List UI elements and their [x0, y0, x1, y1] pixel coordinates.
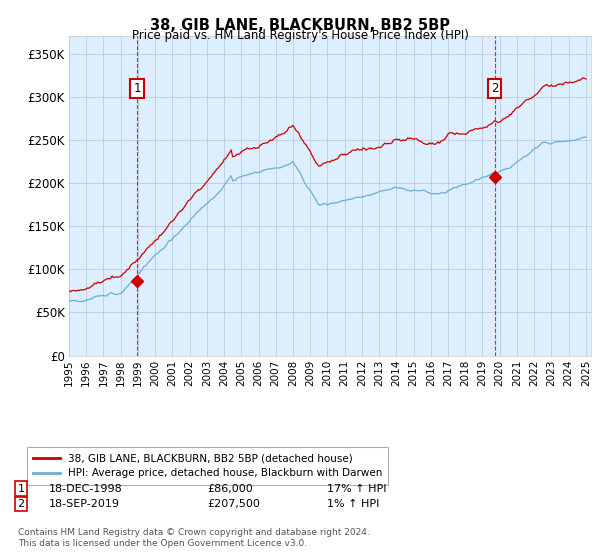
Legend: 38, GIB LANE, BLACKBURN, BB2 5BP (detached house), HPI: Average price, detached : 38, GIB LANE, BLACKBURN, BB2 5BP (detach…	[27, 447, 388, 485]
Text: £207,500: £207,500	[207, 499, 260, 509]
Text: Price paid vs. HM Land Registry's House Price Index (HPI): Price paid vs. HM Land Registry's House …	[131, 29, 469, 42]
Text: 1: 1	[17, 484, 25, 494]
Text: 2: 2	[491, 82, 499, 95]
Text: 18-SEP-2019: 18-SEP-2019	[49, 499, 120, 509]
Text: 1% ↑ HPI: 1% ↑ HPI	[327, 499, 379, 509]
Text: 17% ↑ HPI: 17% ↑ HPI	[327, 484, 386, 494]
Text: 2: 2	[17, 499, 25, 509]
Text: 38, GIB LANE, BLACKBURN, BB2 5BP: 38, GIB LANE, BLACKBURN, BB2 5BP	[150, 18, 450, 33]
Text: £86,000: £86,000	[207, 484, 253, 494]
Text: Contains HM Land Registry data © Crown copyright and database right 2024.
This d: Contains HM Land Registry data © Crown c…	[18, 528, 370, 548]
Text: 1: 1	[133, 82, 141, 95]
Text: 18-DEC-1998: 18-DEC-1998	[49, 484, 123, 494]
